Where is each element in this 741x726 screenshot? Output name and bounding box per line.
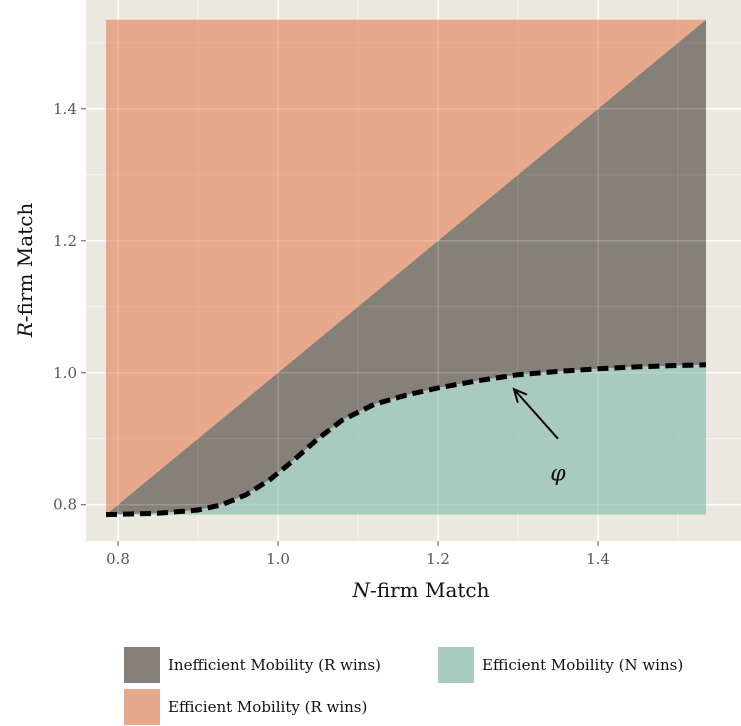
x-tick-label-2: 1.2 [426,550,450,568]
region-efficient-r [106,19,706,515]
y-tick-label-1: 1.0 [53,364,77,382]
region-efficient-n [106,364,706,515]
x-tick-label-3: 1.4 [586,550,610,568]
legend-swatch-efficient-n [438,647,474,683]
legend-swatch-inefficient-r [124,647,160,683]
grid-overlay [86,0,741,541]
x-axis-title-rest: -firm Match [370,578,490,602]
legend-swatch-efficient-r [124,689,160,725]
legend-label-inefficient-r: Inefficient Mobility (R wins) [168,656,381,674]
legend-label-efficient-r: Efficient Mobility (R wins) [168,698,367,716]
x-axis-title: N-firm Match [351,578,489,602]
annotation-label: φ [550,461,566,486]
x-tick-label-0: 0.8 [106,550,130,568]
x-tick-label-1: 1.0 [266,550,290,568]
phi-curve [105,362,707,518]
y-axis-title-rest: -firm Match [13,203,37,323]
region-inefficient-r [106,19,706,515]
x-axis-ticks: 0.8 1.0 1.2 1.4 [106,541,610,568]
x-axis-title-var: N [351,578,371,602]
regions [106,19,706,515]
y-axis-ticks: 0.8 1.0 1.2 1.4 [53,100,86,514]
legend: Inefficient Mobility (R wins) Efficient … [124,647,683,725]
annotation-arrow [513,388,559,440]
legend-label-efficient-n: Efficient Mobility (N wins) [482,656,683,674]
y-axis-title-var: R [13,322,37,338]
y-tick-label-3: 1.4 [53,100,77,118]
y-axis-title: R-firm Match [13,203,37,339]
y-tick-label-0: 0.8 [53,496,77,514]
annotation-arrow-head [512,387,528,403]
y-tick-label-2: 1.2 [53,232,77,250]
annotation: φ [512,387,566,486]
